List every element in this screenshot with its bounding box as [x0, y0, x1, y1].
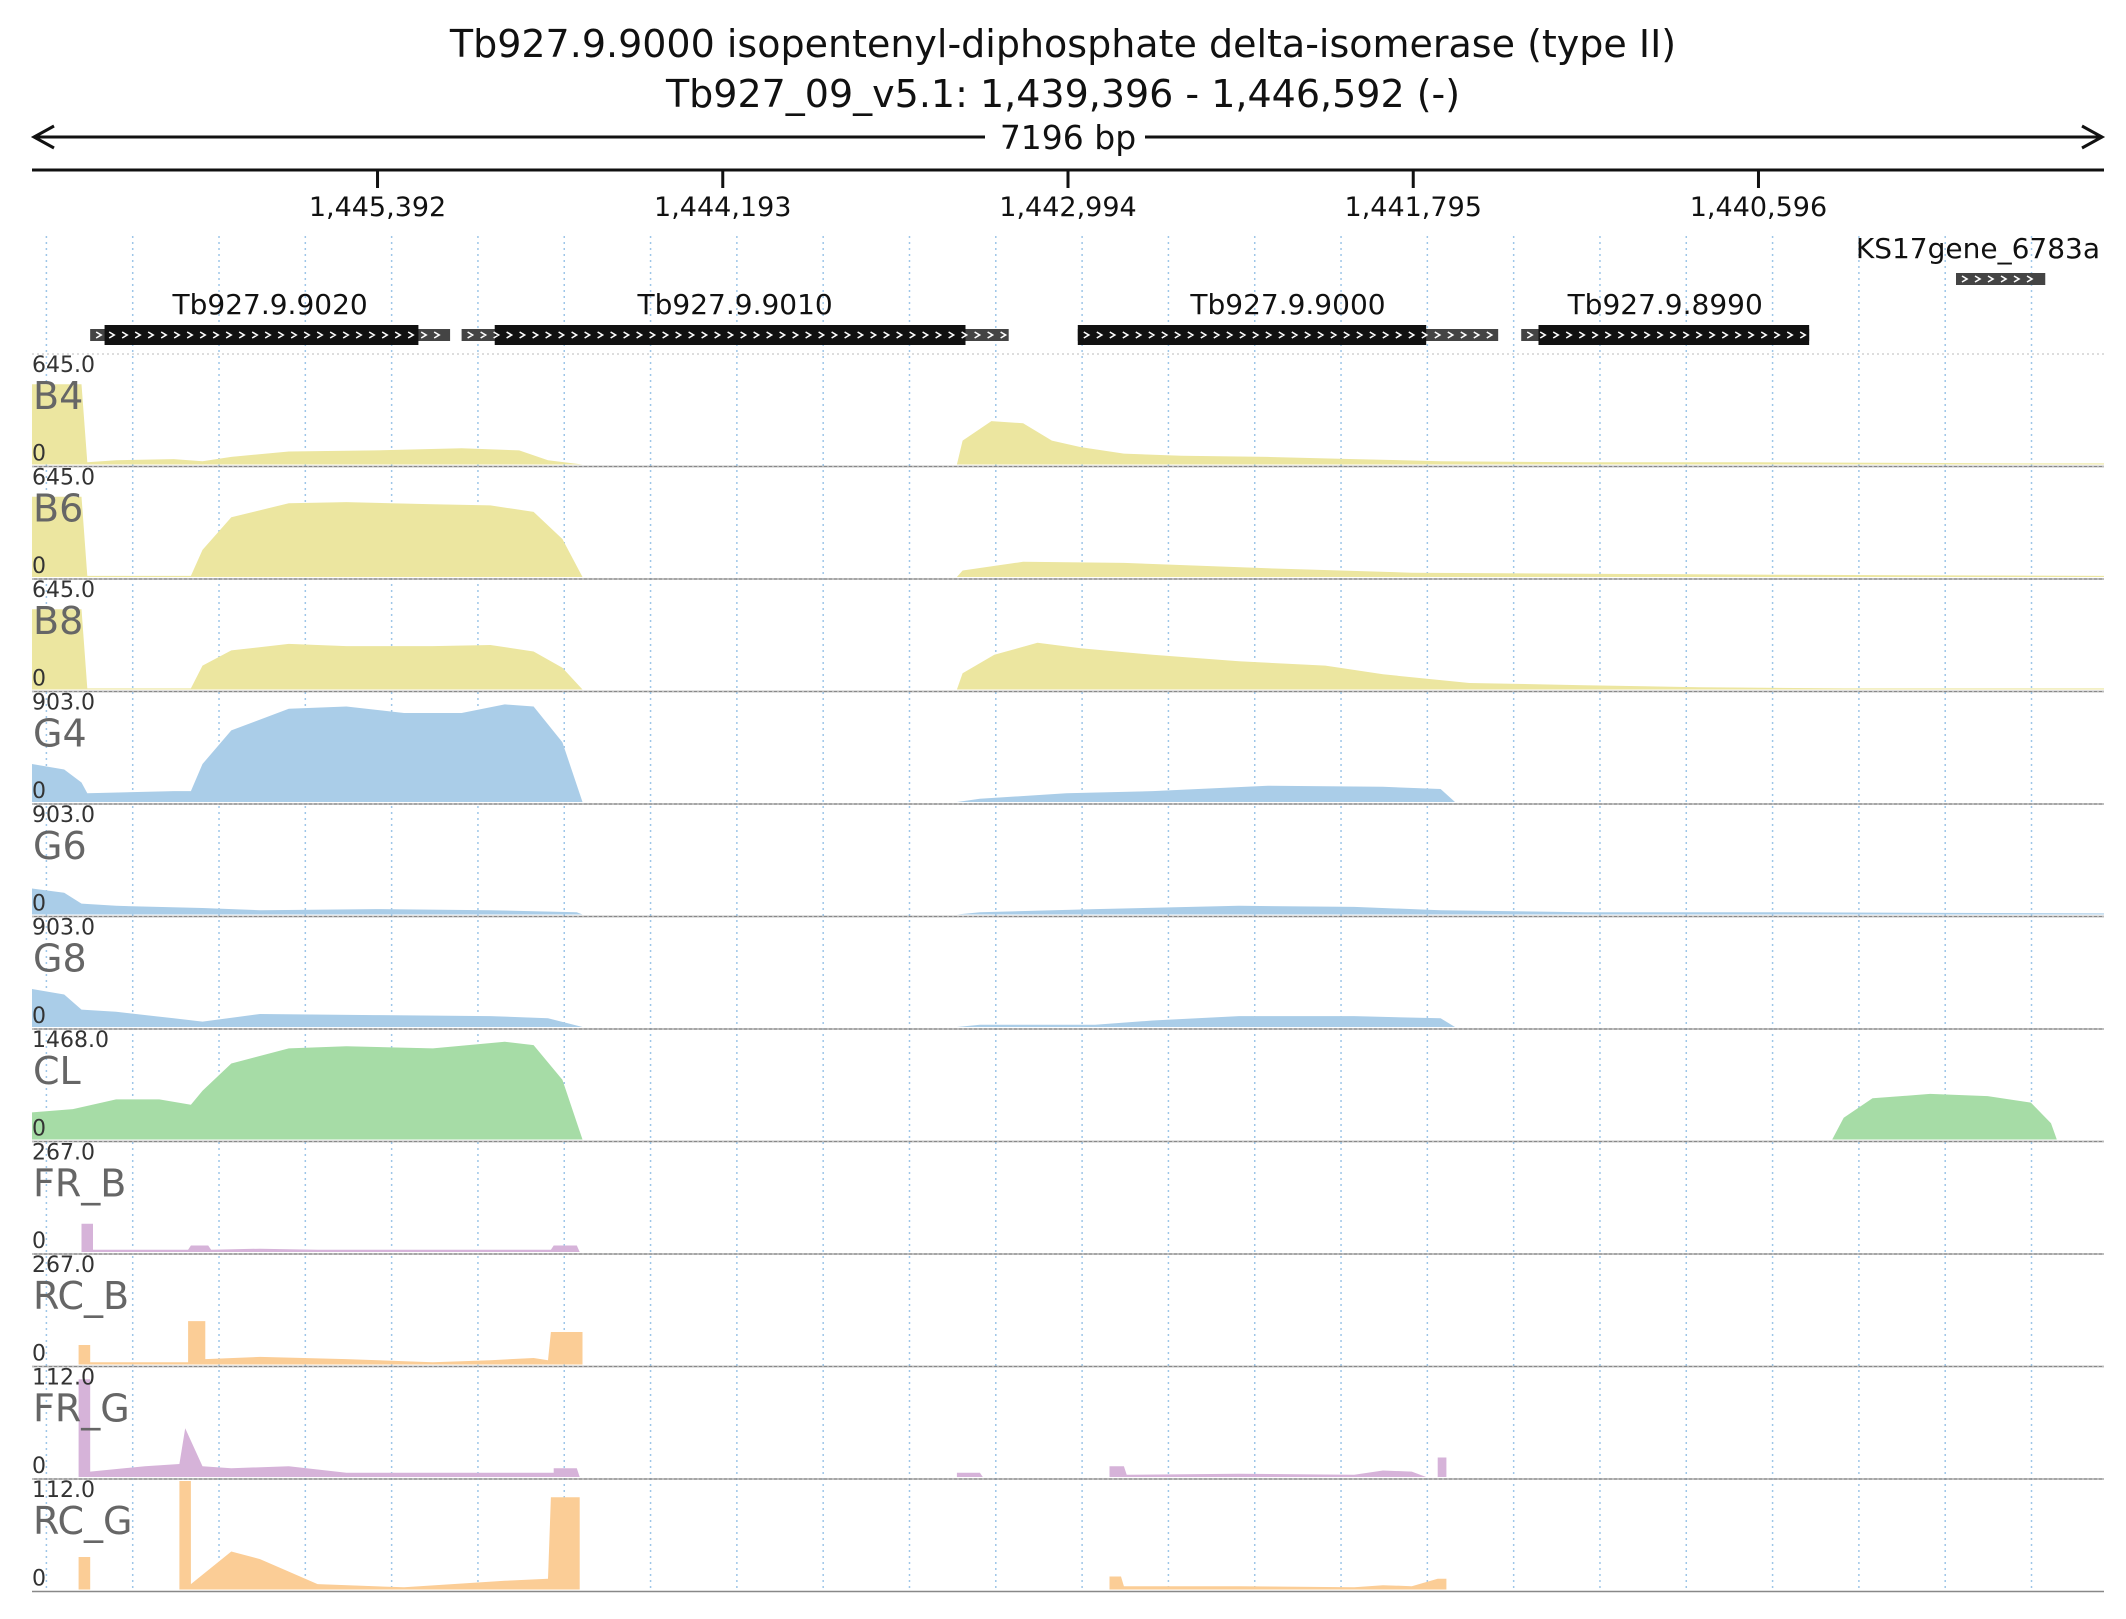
track-min-label: 0 — [32, 554, 46, 579]
coverage-area — [32, 609, 2104, 690]
ruler-tick-label: 1,445,392 — [309, 192, 446, 223]
span-arrow-right-icon — [2081, 124, 2106, 150]
track-name: G6 — [33, 824, 87, 868]
gene-label: KS17gene_6783a — [1856, 232, 2100, 265]
track-max-label: 903.0 — [32, 803, 95, 828]
track-max-label: 267.0 — [32, 1141, 95, 1166]
gene-cds — [494, 325, 966, 345]
track-name: CL — [33, 1049, 81, 1093]
track-min-label: 0 — [32, 1229, 46, 1254]
coverage-area — [32, 888, 2104, 915]
track-name: G8 — [33, 937, 87, 981]
track-max-label: 645.0 — [32, 578, 95, 603]
span-arrow-left-icon — [30, 124, 55, 150]
track-name: FR_G — [33, 1387, 130, 1431]
track-max-label: 267.0 — [32, 1253, 95, 1278]
gene-cds — [104, 325, 419, 345]
strand-chevron-icon — [1961, 275, 2034, 283]
track-min-label: 0 — [32, 1004, 46, 1029]
track-max-label: 645.0 — [32, 353, 95, 378]
track-name: B6 — [33, 487, 83, 531]
span-label-bg — [985, 117, 1145, 157]
span-label: 7196 bp — [1000, 118, 1136, 157]
ruler-tick-label: 1,442,994 — [999, 192, 1136, 223]
ruler-tick-label: 1,444,193 — [654, 192, 791, 223]
strand-chevron-icon — [1083, 331, 1494, 339]
gene-cds — [1077, 325, 1427, 345]
ruler-tick-label: 1,441,795 — [1345, 192, 1482, 223]
track-max-label: 645.0 — [32, 466, 95, 491]
gene-label: Tb927.9.8990 — [1567, 288, 1763, 321]
track-name: FR_B — [33, 1162, 126, 1206]
track-min-label: 0 — [32, 1454, 46, 1479]
track-min-label: 0 — [32, 1342, 46, 1367]
coverage-area — [32, 989, 2104, 1027]
track-name: RC_B — [33, 1274, 129, 1318]
strand-chevron-icon — [95, 331, 441, 339]
coverage-area — [32, 1379, 2104, 1477]
coverage-area — [32, 704, 2104, 802]
track-min-label: 0 — [32, 442, 46, 467]
chart-title: Tb927.9.9000 isopentenyl-diphosphate del… — [449, 22, 1677, 66]
track-max-label: 1468.0 — [32, 1028, 109, 1053]
track-max-label: 903.0 — [32, 916, 95, 941]
track-name: G4 — [33, 712, 87, 756]
strand-chevron-icon — [467, 331, 1008, 339]
track-max-label: 112.0 — [32, 1366, 95, 1391]
gene-label: Tb927.9.9020 — [172, 288, 368, 321]
track-min-label: 0 — [32, 1117, 46, 1142]
track-max-label: 903.0 — [32, 691, 95, 716]
track-min-label: 0 — [32, 779, 46, 804]
gene-label: Tb927.9.9010 — [637, 288, 833, 321]
coverage-area — [32, 1481, 2104, 1590]
track-min-label: 0 — [32, 667, 46, 692]
track-name: B4 — [33, 374, 83, 418]
track-min-label: 0 — [32, 1567, 46, 1592]
coverage-area — [32, 496, 2104, 577]
strand-chevron-icon — [1526, 331, 1807, 339]
track-name: RC_G — [33, 1499, 133, 1543]
coverage-area — [32, 1321, 2104, 1365]
gene-label: Tb927.9.9000 — [1189, 288, 1385, 321]
track-min-label: 0 — [32, 892, 46, 917]
gene-feature — [1956, 273, 2046, 285]
ruler-tick-label: 1,440,596 — [1690, 192, 1827, 223]
coverage-area — [32, 1223, 2104, 1252]
coverage-area — [32, 384, 2104, 465]
track-name: B8 — [33, 599, 83, 643]
coverage-area — [32, 1041, 2104, 1140]
chart-subtitle: Tb927_09_v5.1: 1,439,396 - 1,446,592 (-) — [665, 72, 1461, 116]
track-max-label: 112.0 — [32, 1478, 95, 1503]
